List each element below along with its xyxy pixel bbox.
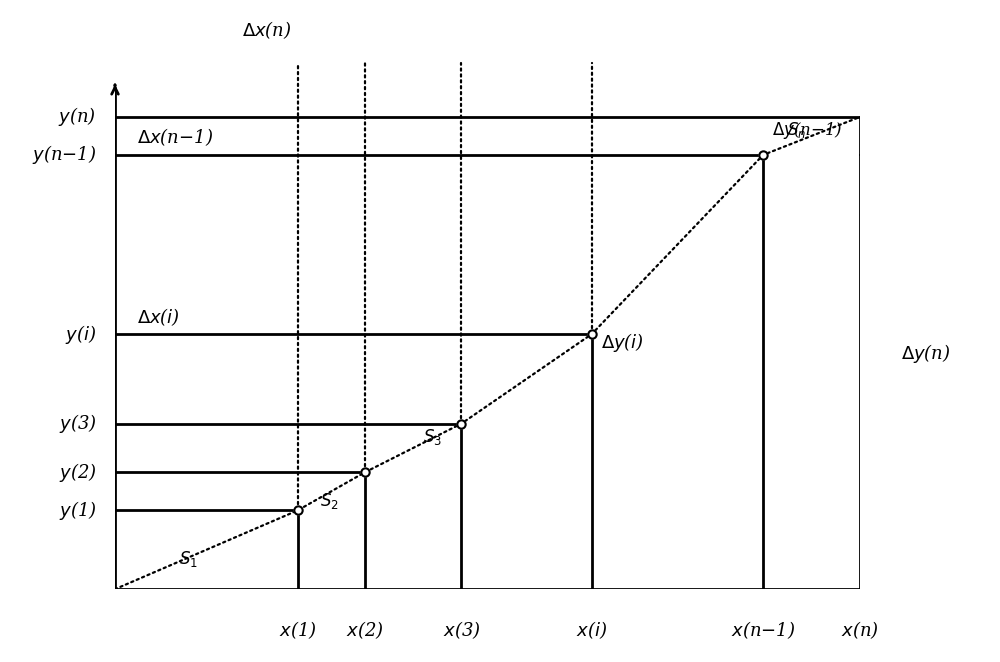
Text: $\Delta y$($i$): $\Delta y$($i$)	[601, 332, 644, 354]
Text: $y$(2): $y$(2)	[59, 461, 96, 484]
Text: $\Delta x$(n): $\Delta x$(n)	[242, 19, 291, 41]
Text: $S_n$: $S_n$	[787, 120, 806, 140]
Text: $\Delta y$(n$-$1): $\Delta y$(n$-$1)	[772, 120, 843, 141]
Text: $y$(n): $y$(n)	[58, 105, 96, 128]
Text: $\Delta y$(n): $\Delta y$(n)	[901, 342, 951, 365]
Text: $y$(1): $y$(1)	[59, 499, 96, 522]
Text: $x$(1): $x$(1)	[279, 619, 316, 641]
Text: $S_3$: $S_3$	[423, 427, 442, 448]
Text: $S_1$: $S_1$	[179, 549, 197, 569]
Text: $S_2$: $S_2$	[320, 491, 339, 511]
Text: $y$(3): $y$(3)	[59, 412, 96, 435]
Text: $x$(2): $x$(2)	[346, 619, 383, 641]
Text: $x$(n): $x$(n)	[841, 619, 879, 641]
Text: $x$(3): $x$(3)	[443, 619, 480, 641]
Text: $x$($i$): $x$($i$)	[576, 619, 607, 641]
Text: $\Delta x$($i$): $\Delta x$($i$)	[137, 306, 181, 328]
Text: $\Delta x$(n$-$1): $\Delta x$(n$-$1)	[137, 126, 214, 148]
Text: $y$(n$-$1): $y$(n$-$1)	[32, 144, 96, 166]
Text: $y$($i$): $y$($i$)	[65, 322, 96, 346]
Text: $x$(n$-$1): $x$(n$-$1)	[731, 619, 795, 641]
